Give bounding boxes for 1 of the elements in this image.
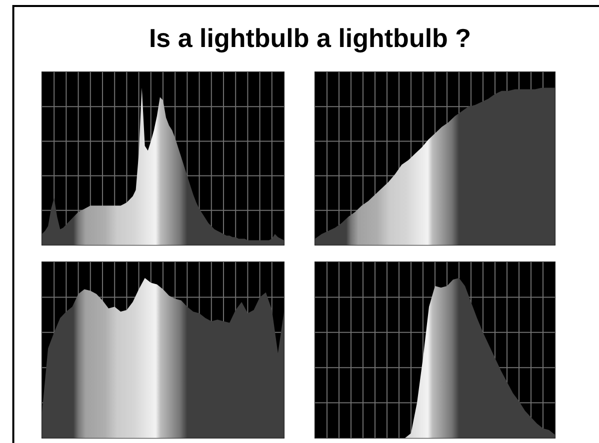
chart-title: Is a lightbulb a lightbulb ? [148, 23, 472, 53]
